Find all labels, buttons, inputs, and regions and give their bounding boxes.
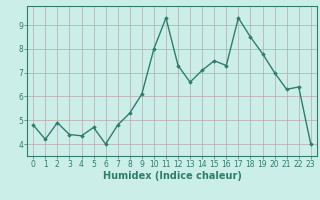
X-axis label: Humidex (Indice chaleur): Humidex (Indice chaleur) [103,171,241,181]
